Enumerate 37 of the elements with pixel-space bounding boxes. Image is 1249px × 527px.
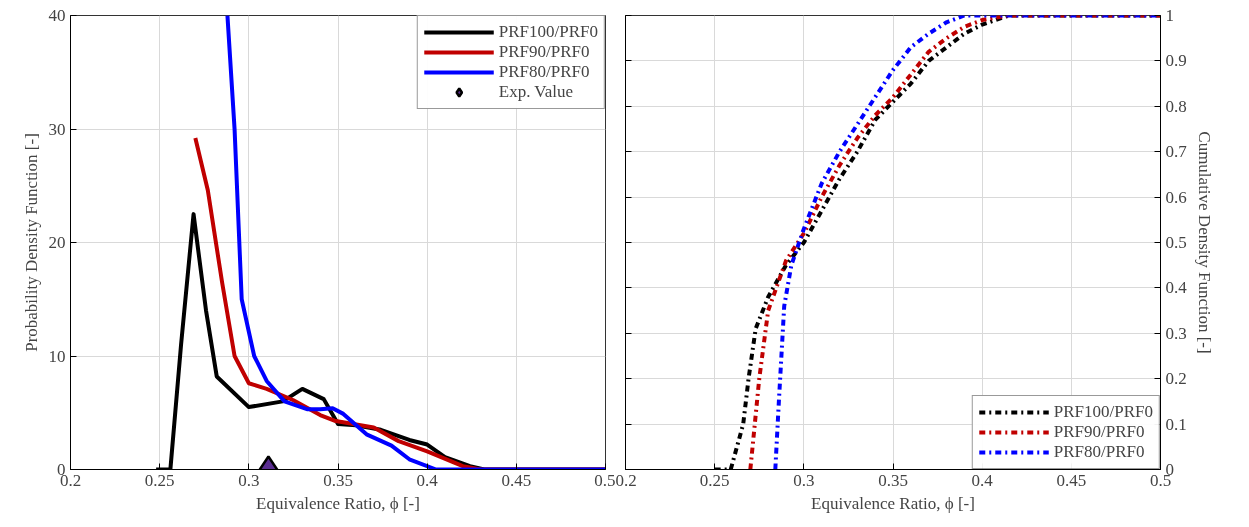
x-tick-label: 0.3 [793, 470, 815, 490]
legend-label: PRF90/PRF0 [498, 42, 590, 62]
y2-tick-label: 0.9 [1165, 51, 1187, 71]
legend-label: Exp. Value [498, 82, 574, 102]
y-tick-label: 10 [48, 346, 66, 366]
x-tick-label: 0.45 [1056, 470, 1087, 490]
y-axis-title: Probability Density Function [-] [21, 133, 41, 352]
x-axis-title: Equivalence Ratio, ϕ [-] [256, 493, 420, 513]
y2-tick-label: 1 [1165, 6, 1174, 25]
x-tick-label: 0.25 [699, 470, 730, 490]
legend-label: PRF80/PRF0 [498, 62, 590, 82]
legend-label: PRF80/PRF0 [1053, 442, 1145, 462]
y2-tick-label: 0.4 [1165, 278, 1188, 298]
legend-label: PRF100/PRF0 [1053, 402, 1153, 422]
y2-tick-label: 0.7 [1165, 142, 1188, 162]
y2-tick-label: 0.3 [1165, 323, 1187, 343]
x-tick-label: 0.4 [416, 470, 439, 490]
x-tick-label: 0.4 [971, 470, 994, 490]
y2-tick-label: 0.2 [1165, 369, 1187, 389]
x-tick-label: 0.35 [323, 470, 353, 490]
x-tick-label: 0.2 [615, 470, 637, 490]
y2-tick-label: 0.1 [1165, 414, 1187, 434]
legend-label: PRF100/PRF0 [498, 22, 598, 42]
y2-tick-label: 0.6 [1165, 187, 1187, 207]
x-tick-label: 0.3 [238, 470, 260, 490]
y-tick-label: 30 [48, 119, 66, 139]
x-tick-label: 0.45 [501, 470, 532, 490]
y-tick-label: 40 [48, 6, 66, 25]
y2-tick-label: 0.8 [1165, 96, 1187, 116]
x-tick-label: 0.5 [594, 470, 616, 490]
x-tick-label: 0.35 [878, 470, 908, 490]
y2-tick-label: 0.5 [1165, 233, 1187, 252]
x-axis-title: Equivalence Ratio, ϕ [-] [811, 493, 975, 513]
y2-axis-title: Cumulative Density Function [-] [1194, 131, 1214, 354]
x-tick-label: 0.25 [144, 470, 175, 490]
legend-label: PRF90/PRF0 [1053, 422, 1145, 442]
y-tick-label: 20 [48, 233, 66, 252]
